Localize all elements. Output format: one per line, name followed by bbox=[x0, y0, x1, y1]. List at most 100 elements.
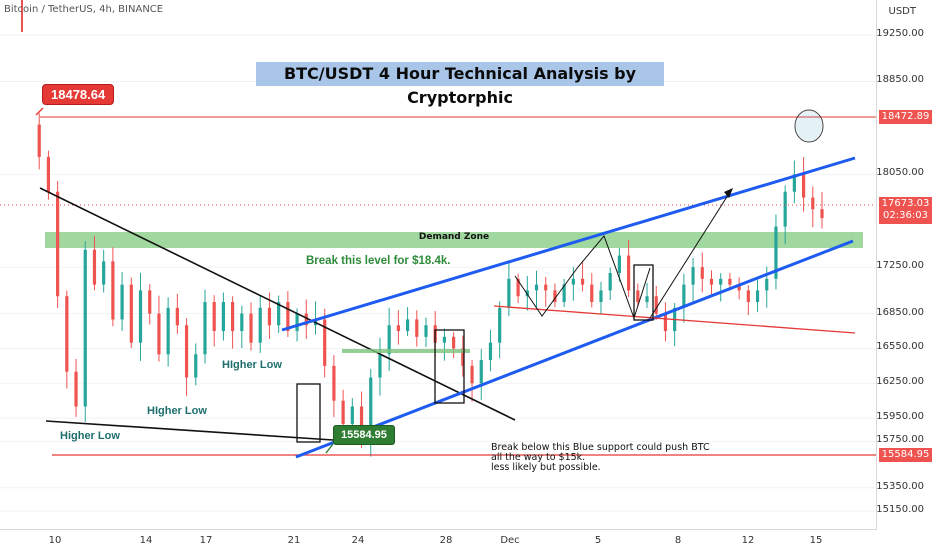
price-tick-label: 18850.00 bbox=[876, 74, 924, 86]
candle-body bbox=[691, 267, 695, 285]
candle-body bbox=[534, 284, 539, 291]
candle-body bbox=[157, 313, 161, 355]
candle-body bbox=[525, 290, 529, 297]
candle-body bbox=[645, 296, 649, 303]
drawing-lines bbox=[0, 0, 877, 459]
candle-body bbox=[783, 191, 787, 227]
candle-body bbox=[166, 307, 170, 355]
candle-body bbox=[498, 307, 502, 343]
high-price-label: 18478.64 bbox=[43, 85, 114, 104]
time-tick-label: Dec bbox=[500, 535, 520, 546]
higher-low-label: HIgher Low bbox=[147, 405, 207, 417]
candle-body bbox=[709, 278, 714, 285]
time-tick-label: 17 bbox=[199, 535, 213, 546]
time-tick-label: 28 bbox=[439, 535, 453, 546]
price-axis[interactable]: USDT 19250.00 18850.00 18050.00 17250.00 168… bbox=[876, 0, 932, 550]
candle-body bbox=[452, 336, 456, 349]
price-tick-label: 16850.00 bbox=[876, 306, 924, 318]
candle-body bbox=[516, 278, 520, 297]
symbol-line: Bitcoin / TetherUS, 4h, BINANCE bbox=[4, 4, 164, 15]
candle-body bbox=[682, 284, 686, 308]
candle-body bbox=[442, 336, 447, 343]
candle-body bbox=[765, 278, 769, 291]
candle-body bbox=[277, 302, 281, 326]
candle-body bbox=[359, 406, 364, 442]
candle-countdown: 02:36:03 bbox=[883, 210, 928, 221]
price-tick-label: 15750.00 bbox=[876, 434, 924, 446]
candle-body bbox=[755, 290, 760, 303]
candle-body bbox=[571, 278, 575, 285]
candle-body bbox=[65, 296, 69, 372]
candle-body bbox=[415, 319, 419, 337]
time-tick-label: 12 bbox=[741, 535, 755, 546]
candle-body bbox=[728, 278, 732, 285]
time-tick-label: 21 bbox=[287, 535, 301, 546]
candle-body bbox=[184, 325, 189, 378]
support-price-tag: 15584.95 bbox=[879, 448, 932, 462]
low-price-label: 15584.95 bbox=[333, 425, 395, 445]
candle-body bbox=[599, 290, 603, 303]
candle-body bbox=[488, 342, 493, 361]
candle-body bbox=[56, 191, 60, 297]
top-circle-fill bbox=[796, 111, 822, 141]
candle-body bbox=[737, 284, 741, 291]
candle-body bbox=[267, 307, 272, 326]
price-tick-label: 16250.00 bbox=[876, 376, 924, 388]
top-circle bbox=[794, 109, 824, 143]
price-tick-label: 15350.00 bbox=[876, 480, 924, 492]
candle-body bbox=[801, 174, 806, 198]
demand-zone-rect bbox=[45, 232, 863, 248]
candle-body bbox=[590, 284, 594, 303]
price-tick-label: 17250.00 bbox=[876, 260, 924, 272]
candle-body bbox=[46, 156, 51, 192]
highlight-box bbox=[434, 329, 465, 404]
candle-body bbox=[811, 197, 815, 210]
time-tick-label: 24 bbox=[351, 535, 365, 546]
candle-body bbox=[544, 284, 548, 291]
candle-body bbox=[580, 278, 585, 285]
grid bbox=[0, 34, 877, 512]
time-axis[interactable]: 10 14 17 21 24 28 Dec 5 8 12 15 bbox=[0, 529, 877, 550]
candle-body bbox=[332, 365, 336, 401]
time-tick-label: 5 bbox=[594, 535, 602, 546]
break-below-note: Break below this Blue support could push… bbox=[491, 443, 710, 473]
break-level-note: Break this level for $18.4k. bbox=[306, 255, 451, 267]
candle-body bbox=[387, 325, 391, 355]
candle-body bbox=[37, 124, 41, 157]
price-tick-label: 15950.00 bbox=[876, 411, 924, 423]
red-trendline bbox=[493, 305, 856, 334]
resistance-price-tag: 18472.89 bbox=[879, 110, 932, 124]
candle-body bbox=[111, 261, 115, 320]
candle-body bbox=[369, 377, 373, 442]
candle-body bbox=[636, 290, 640, 303]
candle-body bbox=[461, 348, 465, 366]
candle-body bbox=[129, 284, 133, 343]
candle-body bbox=[719, 278, 723, 285]
price-tick-label: 19250.00 bbox=[876, 28, 924, 39]
candle-body bbox=[479, 360, 483, 384]
label-pointer bbox=[325, 443, 334, 454]
candle-body bbox=[295, 313, 299, 332]
descending-trendline bbox=[39, 187, 516, 421]
candle-body bbox=[627, 255, 631, 291]
chart-title: BTC/USDT 4 Hour Technical Analysis by Cr… bbox=[256, 62, 664, 107]
lower-trendline bbox=[45, 420, 334, 441]
axis-unit: USDT bbox=[888, 6, 916, 17]
break-below-line: Break below this Blue support could push… bbox=[491, 442, 710, 453]
time-tick-label: 14 bbox=[139, 535, 153, 546]
candle-body bbox=[249, 313, 253, 343]
candle-body bbox=[746, 290, 750, 303]
higher-low-label: HIgher Low bbox=[222, 359, 282, 371]
candle-body bbox=[700, 267, 704, 279]
candle-body bbox=[240, 313, 244, 332]
candle-body bbox=[221, 302, 225, 332]
candle-body bbox=[138, 290, 143, 343]
zigzag-pattern bbox=[514, 235, 651, 320]
highlight-box bbox=[296, 383, 321, 443]
current-price: 17673.03 bbox=[881, 198, 930, 209]
candle-body bbox=[792, 174, 796, 192]
label-pointer bbox=[35, 107, 44, 116]
candle-body bbox=[654, 296, 658, 314]
